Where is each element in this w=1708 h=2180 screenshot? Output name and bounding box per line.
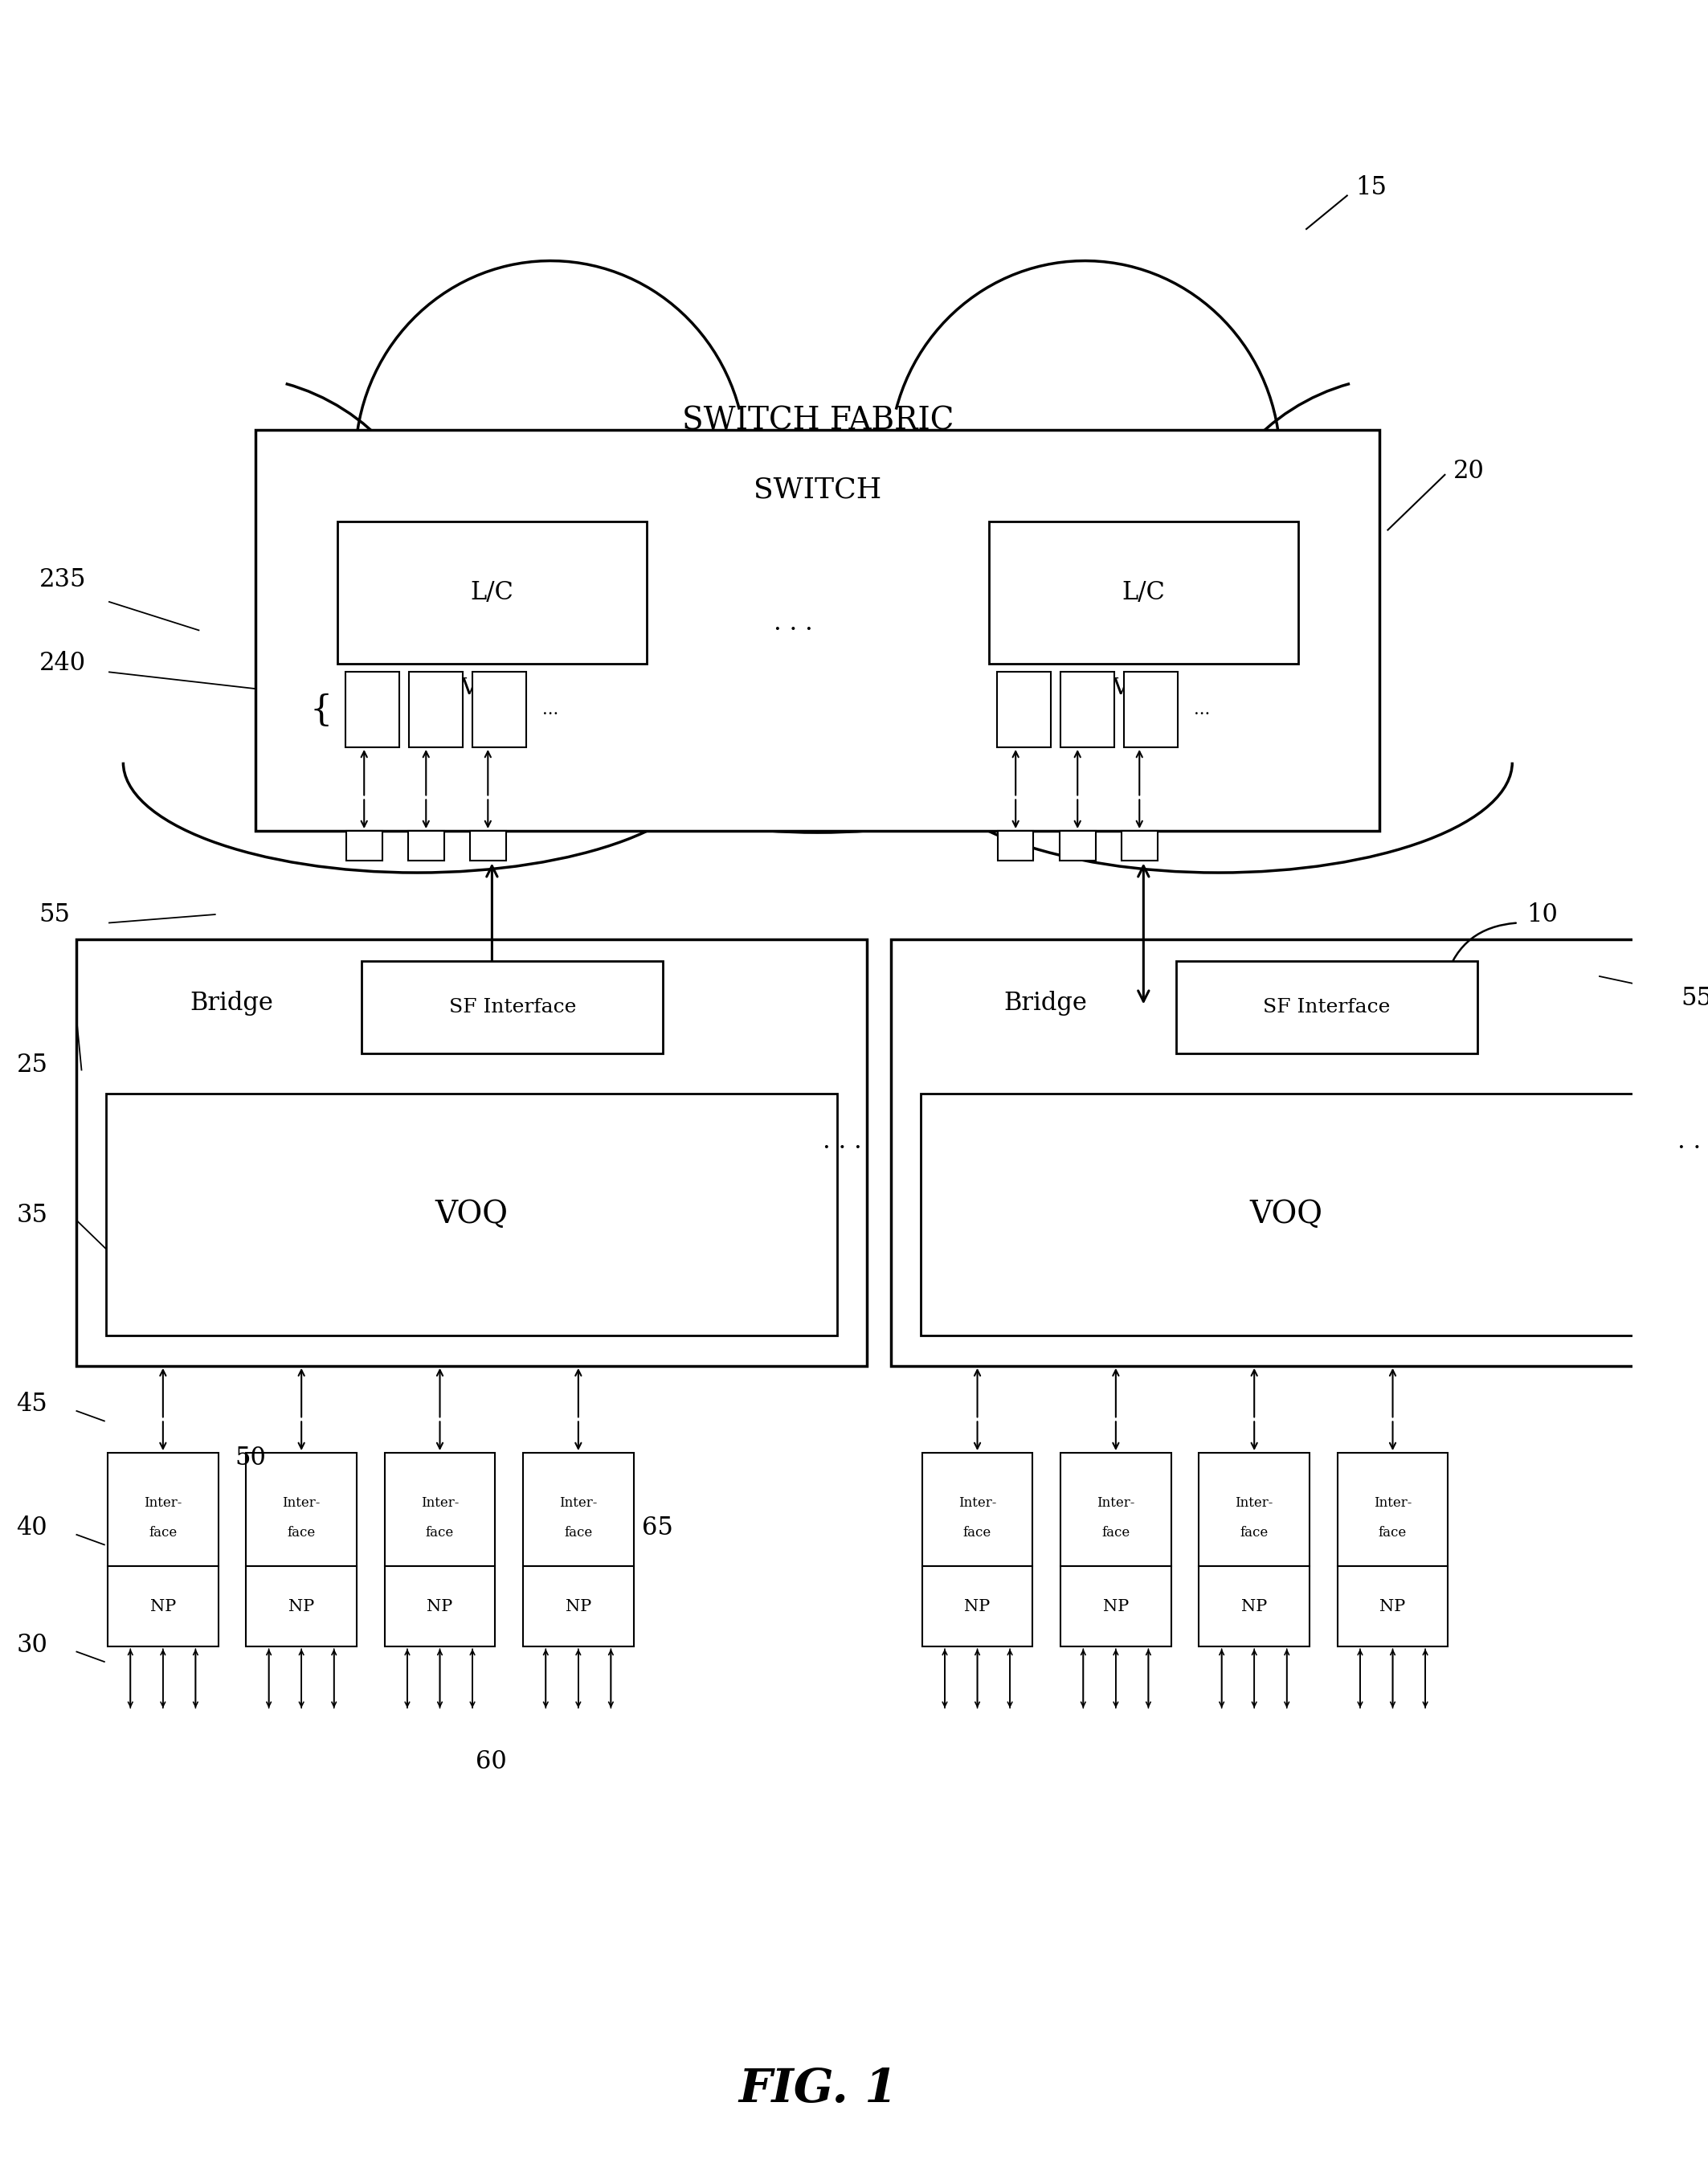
Text: Inter-: Inter- (958, 1495, 996, 1511)
FancyBboxPatch shape (246, 1567, 357, 1646)
Text: NP: NP (565, 1598, 591, 1613)
Text: {: { (309, 693, 333, 728)
FancyBboxPatch shape (1337, 1567, 1448, 1646)
Text: Bridge: Bridge (190, 990, 273, 1016)
Text: 20: 20 (1454, 460, 1484, 484)
Text: face: face (1102, 1526, 1131, 1539)
Text: 65: 65 (642, 1515, 673, 1541)
FancyBboxPatch shape (1199, 1567, 1310, 1646)
Text: face: face (564, 1526, 593, 1539)
Text: VOQ: VOQ (1250, 1199, 1322, 1230)
Text: face: face (963, 1526, 992, 1539)
FancyBboxPatch shape (523, 1452, 634, 1567)
Text: NP: NP (289, 1598, 314, 1613)
Text: face: face (425, 1526, 454, 1539)
Text: 55: 55 (1681, 985, 1708, 1012)
Text: L/C: L/C (1122, 580, 1165, 606)
Text: Inter-: Inter- (282, 1495, 321, 1511)
Text: 10: 10 (1527, 903, 1558, 927)
Text: NP: NP (1380, 1598, 1406, 1613)
FancyBboxPatch shape (246, 1452, 357, 1567)
Text: 25: 25 (17, 1053, 48, 1077)
FancyBboxPatch shape (1177, 961, 1477, 1053)
FancyBboxPatch shape (336, 521, 647, 663)
FancyBboxPatch shape (473, 671, 526, 748)
Text: FIG. 1: FIG. 1 (738, 2067, 897, 2112)
Text: 30: 30 (17, 1633, 48, 1657)
Text: 40: 40 (17, 1515, 48, 1541)
Text: SWITCH: SWITCH (753, 477, 881, 504)
FancyBboxPatch shape (892, 940, 1681, 1367)
Text: · · ·: · · · (823, 1136, 863, 1162)
Text: Bridge: Bridge (1004, 990, 1088, 1016)
Text: NP: NP (1103, 1598, 1129, 1613)
Text: Inter-: Inter- (420, 1495, 459, 1511)
Text: face: face (149, 1526, 178, 1539)
FancyBboxPatch shape (408, 671, 463, 748)
Text: VOQs: VOQs (459, 678, 524, 700)
FancyBboxPatch shape (345, 671, 400, 748)
Text: SWITCH FABRIC: SWITCH FABRIC (681, 405, 953, 436)
Text: NP: NP (965, 1598, 991, 1613)
Text: face: face (1240, 1526, 1269, 1539)
Text: Inter-: Inter- (559, 1495, 598, 1511)
Text: 235: 235 (39, 567, 85, 593)
Text: VOQ: VOQ (436, 1199, 509, 1230)
Text: face: face (1378, 1526, 1407, 1539)
FancyBboxPatch shape (997, 671, 1050, 748)
Text: Inter-: Inter- (1097, 1495, 1134, 1511)
FancyBboxPatch shape (997, 831, 1033, 861)
Text: ...: ... (1194, 702, 1211, 717)
FancyBboxPatch shape (1059, 831, 1095, 861)
Text: · · ·: · · · (774, 617, 813, 643)
Text: Inter-: Inter- (1373, 1495, 1413, 1511)
Text: 55: 55 (39, 903, 70, 927)
Text: 50: 50 (234, 1445, 266, 1469)
FancyBboxPatch shape (77, 940, 866, 1367)
FancyBboxPatch shape (1122, 831, 1158, 861)
Text: 35: 35 (17, 1203, 48, 1227)
FancyBboxPatch shape (523, 1567, 634, 1646)
FancyBboxPatch shape (384, 1452, 495, 1567)
FancyBboxPatch shape (922, 1567, 1033, 1646)
Text: ...: ... (543, 702, 559, 717)
Text: 60: 60 (477, 1751, 507, 1775)
Text: NP: NP (427, 1598, 453, 1613)
FancyBboxPatch shape (106, 1094, 837, 1336)
FancyBboxPatch shape (108, 1452, 219, 1567)
Text: L/C: L/C (470, 580, 514, 606)
FancyBboxPatch shape (1337, 1452, 1448, 1567)
Text: 45: 45 (17, 1391, 48, 1417)
FancyBboxPatch shape (922, 1452, 1033, 1567)
FancyBboxPatch shape (347, 831, 383, 861)
Text: SF Interface: SF Interface (449, 998, 576, 1016)
Text: NP: NP (150, 1598, 176, 1613)
FancyBboxPatch shape (108, 1567, 219, 1646)
FancyBboxPatch shape (470, 831, 506, 861)
FancyBboxPatch shape (921, 1094, 1652, 1336)
FancyBboxPatch shape (384, 1567, 495, 1646)
FancyBboxPatch shape (989, 521, 1298, 663)
FancyBboxPatch shape (256, 429, 1380, 831)
Text: SF Interface: SF Interface (1264, 998, 1390, 1016)
FancyBboxPatch shape (362, 961, 663, 1053)
Text: NP: NP (1242, 1598, 1267, 1613)
FancyBboxPatch shape (408, 831, 444, 861)
Text: · · ·: · · · (1677, 1136, 1708, 1162)
Text: VOQs: VOQs (1112, 678, 1175, 700)
FancyBboxPatch shape (1124, 671, 1179, 748)
Text: face: face (287, 1526, 316, 1539)
Text: Inter-: Inter- (1235, 1495, 1272, 1511)
Text: Inter-: Inter- (143, 1495, 183, 1511)
Text: 15: 15 (1354, 174, 1387, 201)
FancyBboxPatch shape (1061, 1452, 1172, 1567)
FancyBboxPatch shape (1061, 671, 1114, 748)
FancyBboxPatch shape (1199, 1452, 1310, 1567)
FancyBboxPatch shape (1061, 1567, 1172, 1646)
Text: 240: 240 (39, 652, 85, 676)
